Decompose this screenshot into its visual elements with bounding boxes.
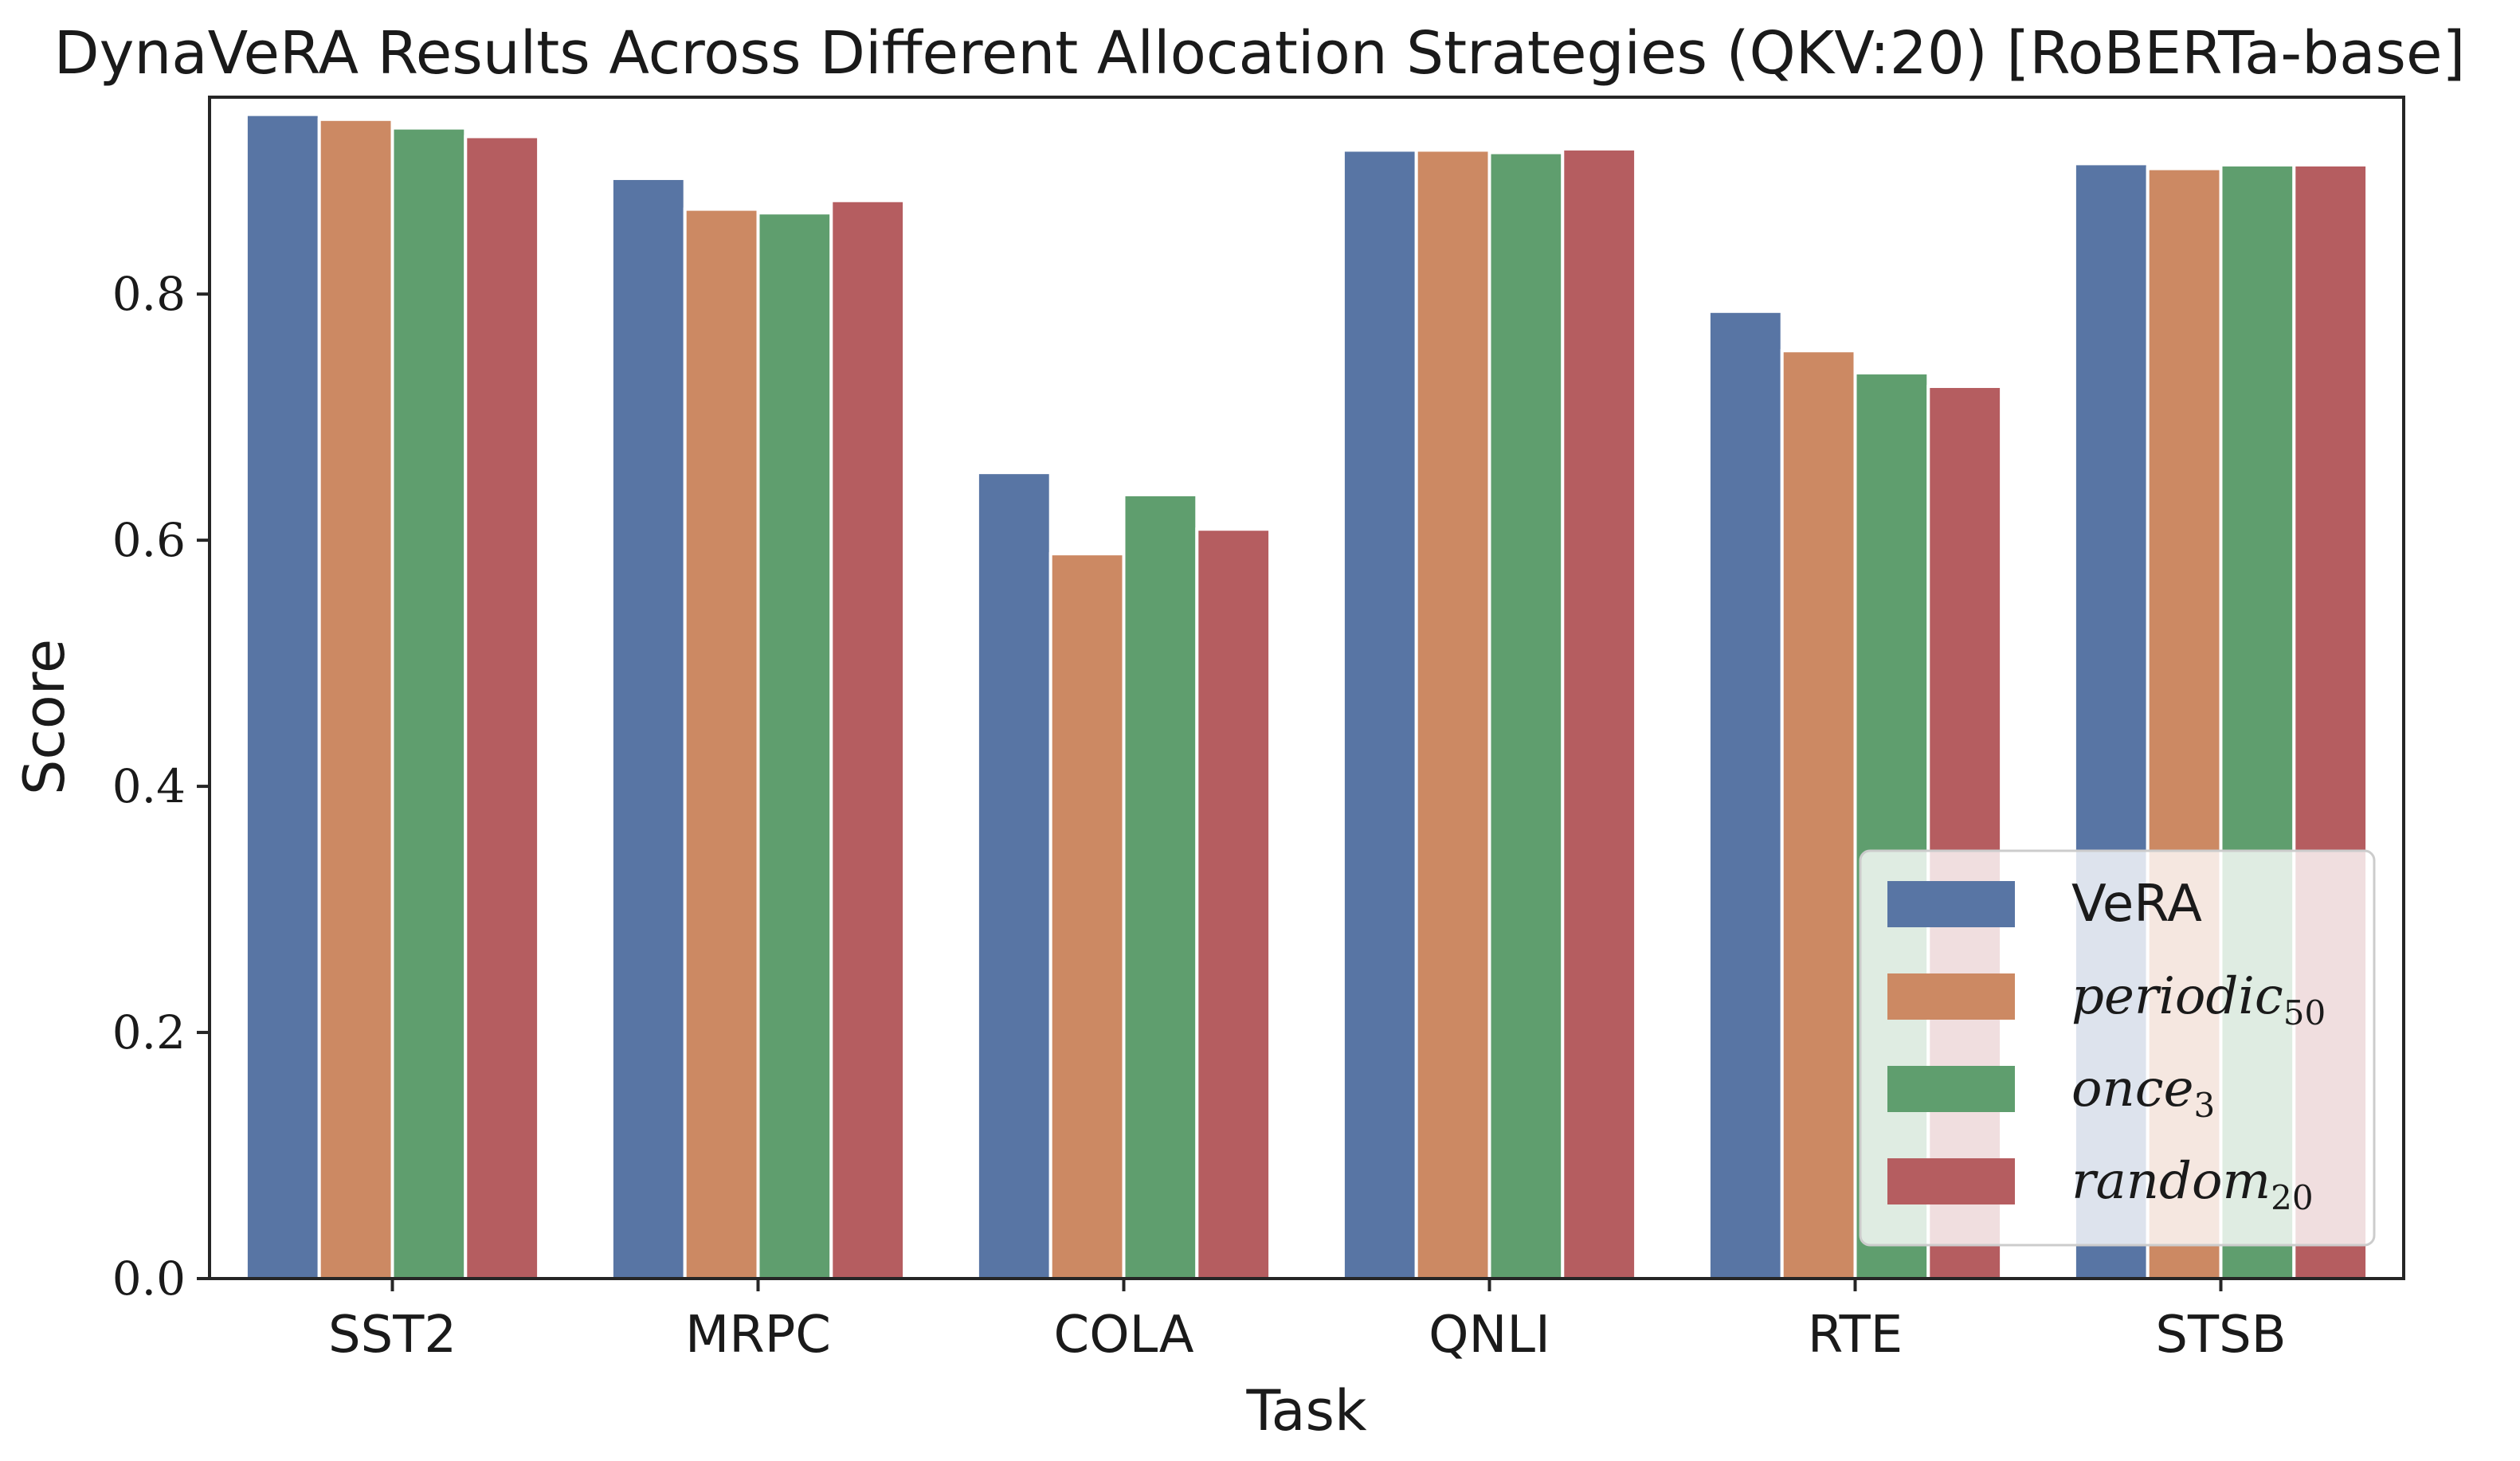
legend-swatch-periodic50 <box>1887 973 2015 1020</box>
plot-frame <box>208 96 2405 1280</box>
legend-label-vera: VeRA <box>2071 875 2202 934</box>
x-axis-ticks: SST2 MRPC COLA QNLI RTE STSB <box>328 1279 2287 1365</box>
y-tick-label: 0.6 <box>112 513 186 567</box>
legend-label-once3: once3 <box>2071 1060 2215 1125</box>
legend-box <box>1859 849 2376 1247</box>
bar-qnli-periodic50 <box>1414 148 1491 1281</box>
legend: VeRA periodic50 once3 random20 <box>1859 849 2376 1247</box>
y-tick-label: 0.2 <box>112 1005 186 1060</box>
bar-rte-vera <box>1707 309 1784 1281</box>
y-tick-label: 0.8 <box>112 267 186 321</box>
bar-mrpc-vera <box>609 176 687 1280</box>
x-axis-label: Task <box>1245 1378 1367 1443</box>
bar-qnli-random20 <box>1561 147 1638 1281</box>
bar-mrpc-periodic50 <box>683 207 760 1280</box>
bar-qnli-vera <box>1341 148 1418 1281</box>
bar-cola-vera <box>975 471 1052 1280</box>
y-axis-ticks: 0.0 0.2 0.4 0.6 0.8 <box>112 267 210 1306</box>
bar-sst2-vera <box>244 112 321 1281</box>
bar-sst2-random20 <box>464 135 541 1280</box>
chart-title: DynaVeRA Results Across Different Alloca… <box>54 19 2466 88</box>
x-tick-label: SST2 <box>328 1306 457 1365</box>
legend-label-periodic50: periodic50 <box>2071 967 2326 1032</box>
bar-sst2-once3 <box>390 126 468 1281</box>
x-tick-label: QNLI <box>1429 1306 1550 1365</box>
x-tick-label: STSB <box>2155 1306 2286 1365</box>
x-tick-label: RTE <box>1808 1306 1903 1365</box>
bars-group <box>244 112 2369 1281</box>
bar-cola-once3 <box>1122 492 1199 1280</box>
bar-cola-periodic50 <box>1048 552 1126 1280</box>
legend-swatch-random20 <box>1887 1158 2015 1204</box>
bar-rte-periodic50 <box>1780 349 1857 1281</box>
y-tick-label: 0.4 <box>112 759 186 813</box>
bar-cola-random20 <box>1195 527 1272 1280</box>
legend-label-random20: random20 <box>2071 1152 2314 1217</box>
x-tick-label: MRPC <box>685 1306 831 1365</box>
y-axis-label: Score <box>12 639 77 795</box>
y-tick-label: 0.0 <box>112 1251 186 1306</box>
bar-qnli-once3 <box>1487 151 1565 1280</box>
legend-swatch-vera <box>1887 881 2015 927</box>
x-tick-label: COLA <box>1054 1306 1194 1365</box>
bar-mrpc-random20 <box>829 198 907 1281</box>
legend-swatch-once3 <box>1887 1066 2015 1112</box>
bar-sst2-periodic50 <box>317 117 394 1280</box>
bar-mrpc-once3 <box>756 211 833 1280</box>
